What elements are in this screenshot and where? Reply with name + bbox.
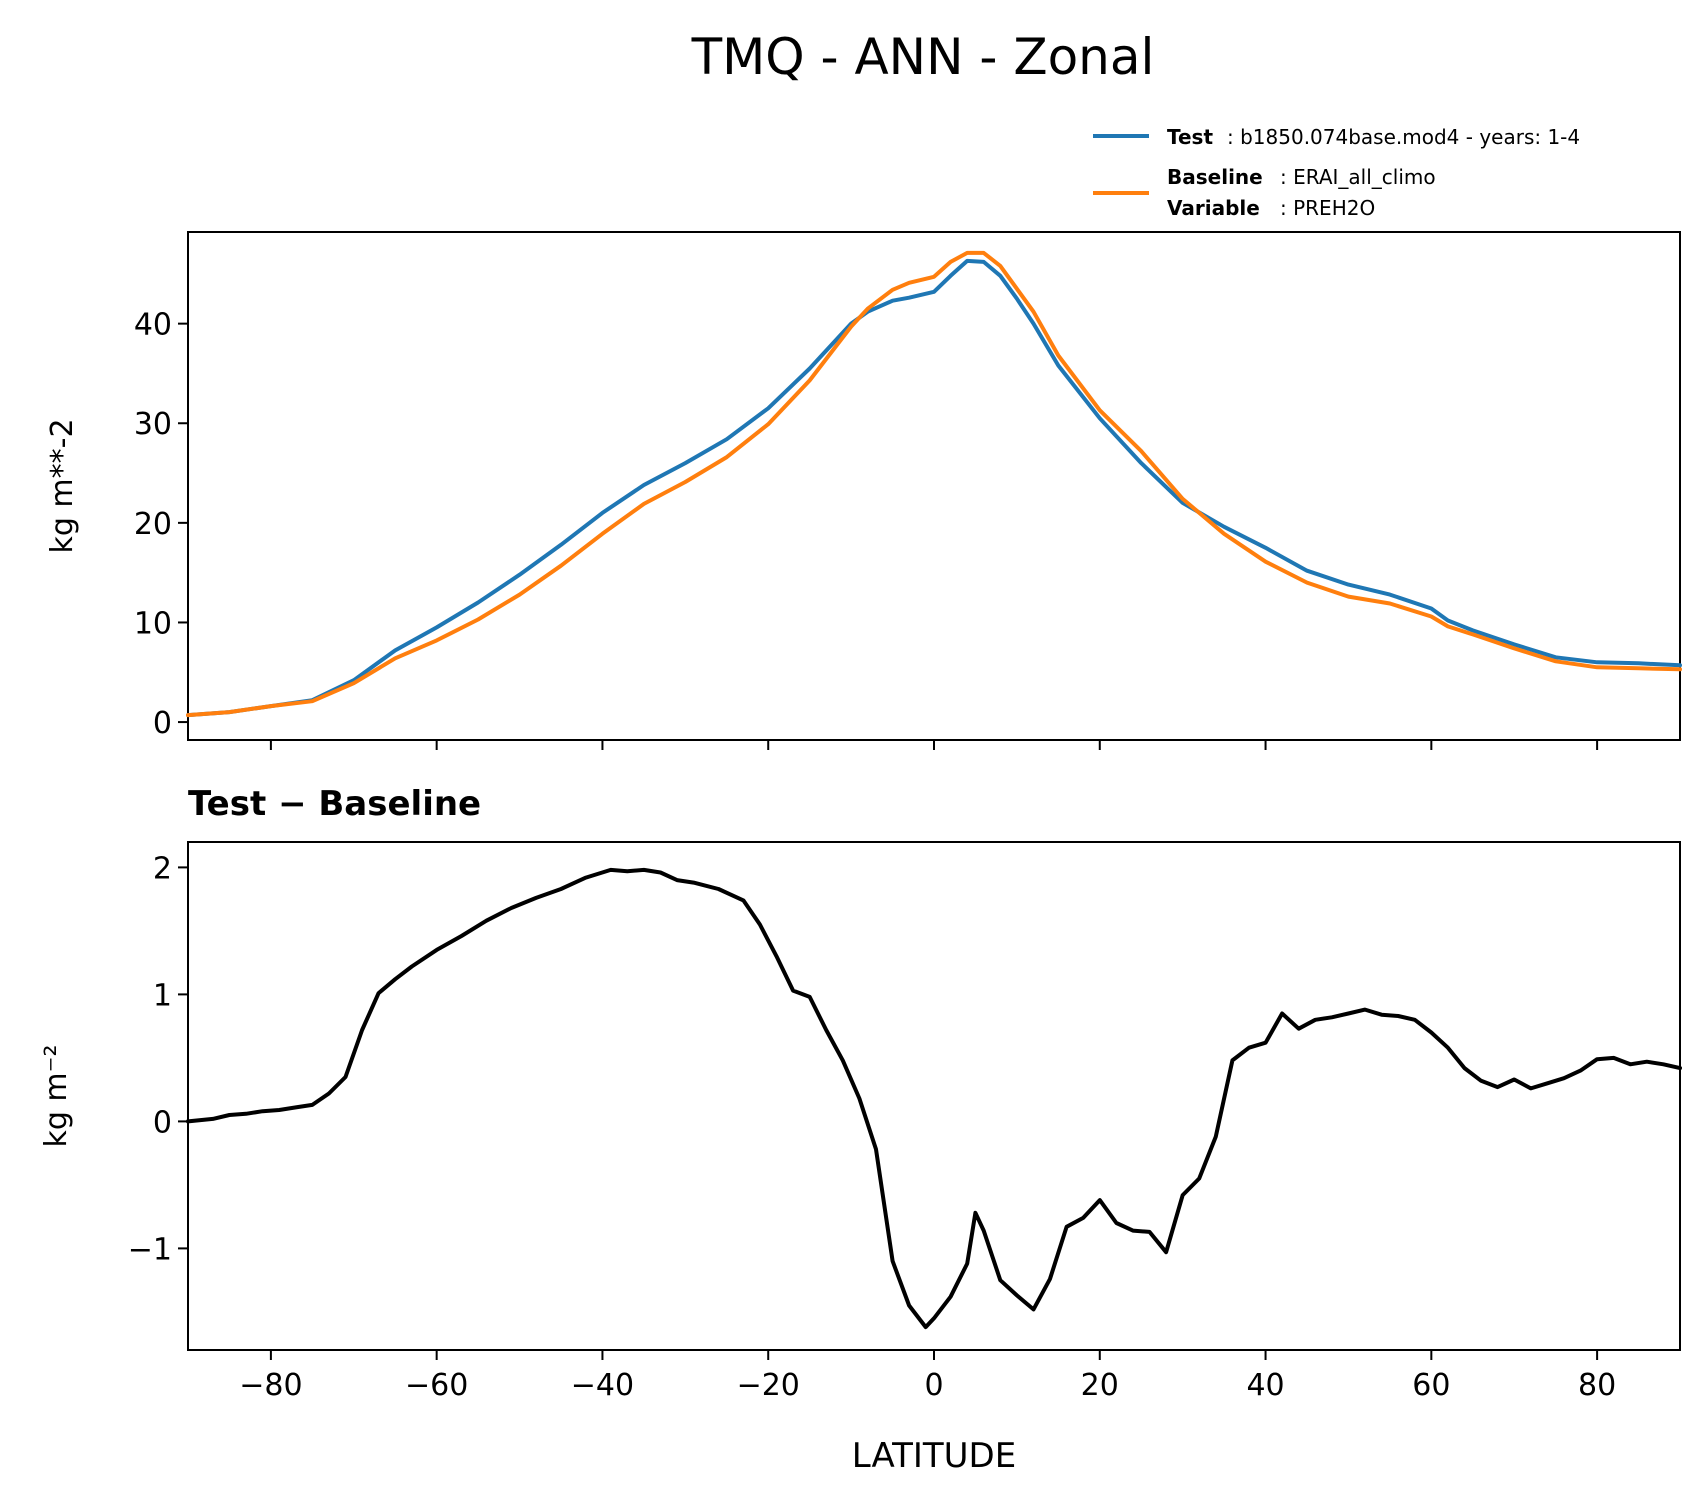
y-tick-label: 1 bbox=[153, 978, 172, 1013]
bottom-y-ticks: −1 0 1 2 bbox=[128, 851, 188, 1267]
figure-title: TMQ - ANN - Zonal bbox=[691, 28, 1155, 86]
legend-test-label: Test bbox=[1167, 125, 1213, 149]
x-tick-label: 0 bbox=[924, 1368, 943, 1403]
series-line-test bbox=[186, 258, 1682, 718]
y-tick-label: 30 bbox=[134, 407, 172, 442]
y-tick-label: 40 bbox=[134, 308, 172, 343]
legend-variable-label: Variable bbox=[1167, 196, 1260, 220]
y-tick-label: −1 bbox=[128, 1232, 172, 1267]
series-line-baseline bbox=[186, 250, 1682, 718]
y-tick-label: 20 bbox=[134, 507, 172, 542]
x-tick-label: −60 bbox=[405, 1368, 468, 1403]
y-tick-label: 0 bbox=[153, 706, 172, 741]
legend: Test : b1850.074base.mod4 - years: 1-4 B… bbox=[1093, 125, 1580, 220]
bottom-plot-frame bbox=[187, 841, 1681, 1351]
x-tick-label: −20 bbox=[737, 1368, 800, 1403]
legend-baseline-label: Baseline bbox=[1167, 165, 1263, 189]
top-plot-frame bbox=[187, 231, 1681, 741]
bottom-panel-title: Test − Baseline bbox=[188, 784, 481, 824]
bottom-series bbox=[186, 867, 1682, 1330]
bottom-panel: Test − Baseline −1 0 1 2 −80 −60 −40 −20 0 20 40 6… bbox=[39, 784, 1682, 1476]
x-tick-label: −80 bbox=[239, 1368, 302, 1403]
x-tick-label: 20 bbox=[1081, 1368, 1119, 1403]
legend-baseline-value: : ERAI_all_climo bbox=[1280, 165, 1436, 189]
legend-test-value: : b1850.074base.mod4 - years: 1-4 bbox=[1227, 125, 1580, 149]
top-x-ticks bbox=[269, 740, 1599, 750]
x-tick-label: 60 bbox=[1412, 1368, 1450, 1403]
y-tick-label: 2 bbox=[153, 851, 172, 886]
top-panel: 0 10 20 30 40 kg m**-2 bbox=[45, 231, 1682, 750]
y-tick-label: 0 bbox=[153, 1105, 172, 1140]
x-tick-label: 40 bbox=[1246, 1368, 1284, 1403]
y-tick-label: 10 bbox=[134, 606, 172, 641]
bottom-y-axis-label: kg m⁻² bbox=[39, 1044, 74, 1147]
series-line-test-baseline bbox=[186, 867, 1682, 1330]
x-tick-label: −40 bbox=[571, 1368, 634, 1403]
x-axis-label: LATITUDE bbox=[852, 1436, 1016, 1476]
top-y-ticks: 0 10 20 30 40 bbox=[134, 308, 188, 741]
top-series bbox=[186, 250, 1682, 718]
legend-variable-value: : PREH2O bbox=[1280, 196, 1375, 220]
x-tick-label: 80 bbox=[1578, 1368, 1616, 1403]
top-y-axis-label: kg m**-2 bbox=[45, 418, 80, 553]
bottom-x-ticks: −80 −60 −40 −20 0 20 40 60 80 bbox=[239, 1350, 1616, 1403]
